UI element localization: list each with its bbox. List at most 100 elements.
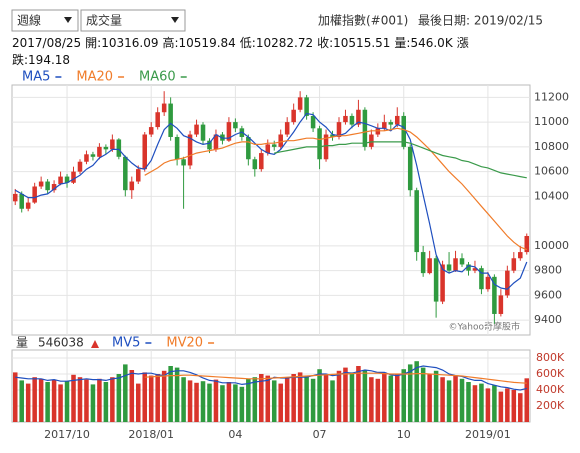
volume-bar bbox=[492, 385, 497, 422]
candle-body bbox=[116, 139, 122, 157]
candle-body bbox=[323, 134, 329, 160]
candle-body bbox=[453, 258, 458, 271]
candle-body bbox=[304, 97, 309, 116]
volume-bar bbox=[51, 379, 57, 422]
y-tick-label: 10000 bbox=[534, 239, 569, 252]
volume-bar bbox=[472, 385, 478, 422]
volume-bar bbox=[110, 377, 115, 422]
candle-body bbox=[472, 268, 478, 271]
candle-body bbox=[12, 193, 18, 202]
candle-body bbox=[252, 159, 258, 170]
quote-field: 2017/08/25 bbox=[12, 36, 82, 50]
legend-label: MV20 bbox=[166, 336, 203, 351]
legend-label: MA5 bbox=[22, 70, 50, 85]
candle-body bbox=[90, 154, 96, 157]
volume-bar bbox=[207, 383, 212, 422]
volume-bar bbox=[420, 367, 426, 422]
candle-body bbox=[356, 109, 361, 125]
period-select-text[interactable]: 週線 bbox=[17, 13, 41, 28]
volume-bar bbox=[524, 378, 530, 422]
volume-bar bbox=[271, 380, 277, 422]
candle-body bbox=[278, 134, 283, 147]
candle-body bbox=[181, 159, 186, 166]
x-tick-label: 2019/01 bbox=[465, 428, 511, 441]
candle-body bbox=[71, 171, 76, 183]
y-tick-label: 9400 bbox=[534, 313, 562, 326]
legend-label: MA60 bbox=[139, 70, 176, 85]
candle-body bbox=[271, 144, 277, 147]
volume-bar bbox=[123, 364, 128, 422]
candle-body bbox=[129, 181, 135, 191]
ma-line bbox=[144, 127, 528, 251]
volume-bar bbox=[433, 370, 439, 422]
y-tick-label: 200K bbox=[536, 399, 565, 412]
volume-bar bbox=[498, 391, 504, 422]
candle-body bbox=[25, 202, 31, 209]
x-tick-label: 2017/10 bbox=[44, 428, 90, 441]
volume-bar bbox=[440, 377, 445, 422]
candle-body bbox=[505, 270, 510, 296]
candle-body bbox=[375, 128, 381, 135]
volume-bar bbox=[174, 367, 180, 422]
candle-body bbox=[414, 190, 419, 253]
candle-body bbox=[123, 156, 128, 191]
indicator-select[interactable] bbox=[80, 9, 186, 32]
volume-bar bbox=[336, 370, 342, 422]
volume-bar bbox=[25, 383, 31, 422]
candle-body bbox=[64, 176, 70, 183]
last-date: 最後日期: 2019/02/15 bbox=[418, 14, 543, 28]
candle-body bbox=[330, 134, 335, 137]
indicator-select-text[interactable]: 成交量 bbox=[86, 13, 122, 28]
x-tick-label: 07 bbox=[313, 428, 327, 441]
candle-body bbox=[97, 146, 102, 157]
candle-body bbox=[349, 115, 355, 125]
candle-body bbox=[336, 122, 342, 137]
volume-bar bbox=[77, 377, 83, 422]
x-tick-label: 04 bbox=[228, 428, 242, 441]
legend-label: MV5 bbox=[112, 336, 140, 351]
candle-body bbox=[518, 252, 523, 259]
volume-bar bbox=[233, 384, 238, 422]
candle-body bbox=[427, 258, 432, 274]
volume-bar bbox=[356, 366, 361, 422]
candle-body bbox=[142, 134, 148, 170]
volume-bar bbox=[375, 378, 381, 422]
candle-body bbox=[148, 127, 154, 135]
quote-field: 漲跌:194.18 bbox=[12, 36, 469, 67]
volume-bar bbox=[38, 378, 44, 422]
volume-bar bbox=[453, 375, 458, 422]
candle-body bbox=[284, 122, 290, 135]
candle-body bbox=[38, 181, 44, 187]
volume-bar bbox=[401, 369, 407, 422]
candle-body bbox=[194, 124, 199, 135]
ma-line bbox=[14, 112, 528, 290]
candle-body bbox=[226, 122, 232, 141]
y-tick-label: 11200 bbox=[534, 90, 569, 103]
volume-bar bbox=[459, 378, 465, 422]
candle-body bbox=[213, 134, 219, 150]
volume-bar bbox=[135, 383, 141, 422]
candle-body bbox=[155, 112, 160, 128]
volume-bar bbox=[394, 374, 400, 422]
volume-bar bbox=[187, 380, 193, 422]
volume-bar bbox=[181, 377, 186, 422]
dropdown-arrow[interactable] bbox=[64, 17, 72, 23]
volume-bar bbox=[485, 388, 491, 422]
candle-body bbox=[446, 264, 452, 271]
candle-body bbox=[420, 252, 426, 274]
volume-bar bbox=[291, 374, 296, 422]
volume-bar bbox=[505, 388, 510, 422]
index-title: 加權指數(#001) bbox=[318, 13, 408, 28]
volume-bar bbox=[343, 367, 348, 422]
volume-bar bbox=[511, 390, 517, 422]
volume-bar bbox=[407, 364, 413, 422]
candle-body bbox=[317, 128, 322, 160]
quote-field: 高:10519.84 bbox=[162, 36, 236, 50]
dropdown-arrow[interactable] bbox=[171, 17, 179, 23]
candle-body bbox=[485, 276, 491, 290]
candle-body bbox=[233, 122, 238, 129]
period-select[interactable] bbox=[11, 9, 79, 32]
volume-bar bbox=[304, 375, 309, 422]
candle-body bbox=[440, 264, 445, 302]
candle-body bbox=[310, 115, 316, 129]
